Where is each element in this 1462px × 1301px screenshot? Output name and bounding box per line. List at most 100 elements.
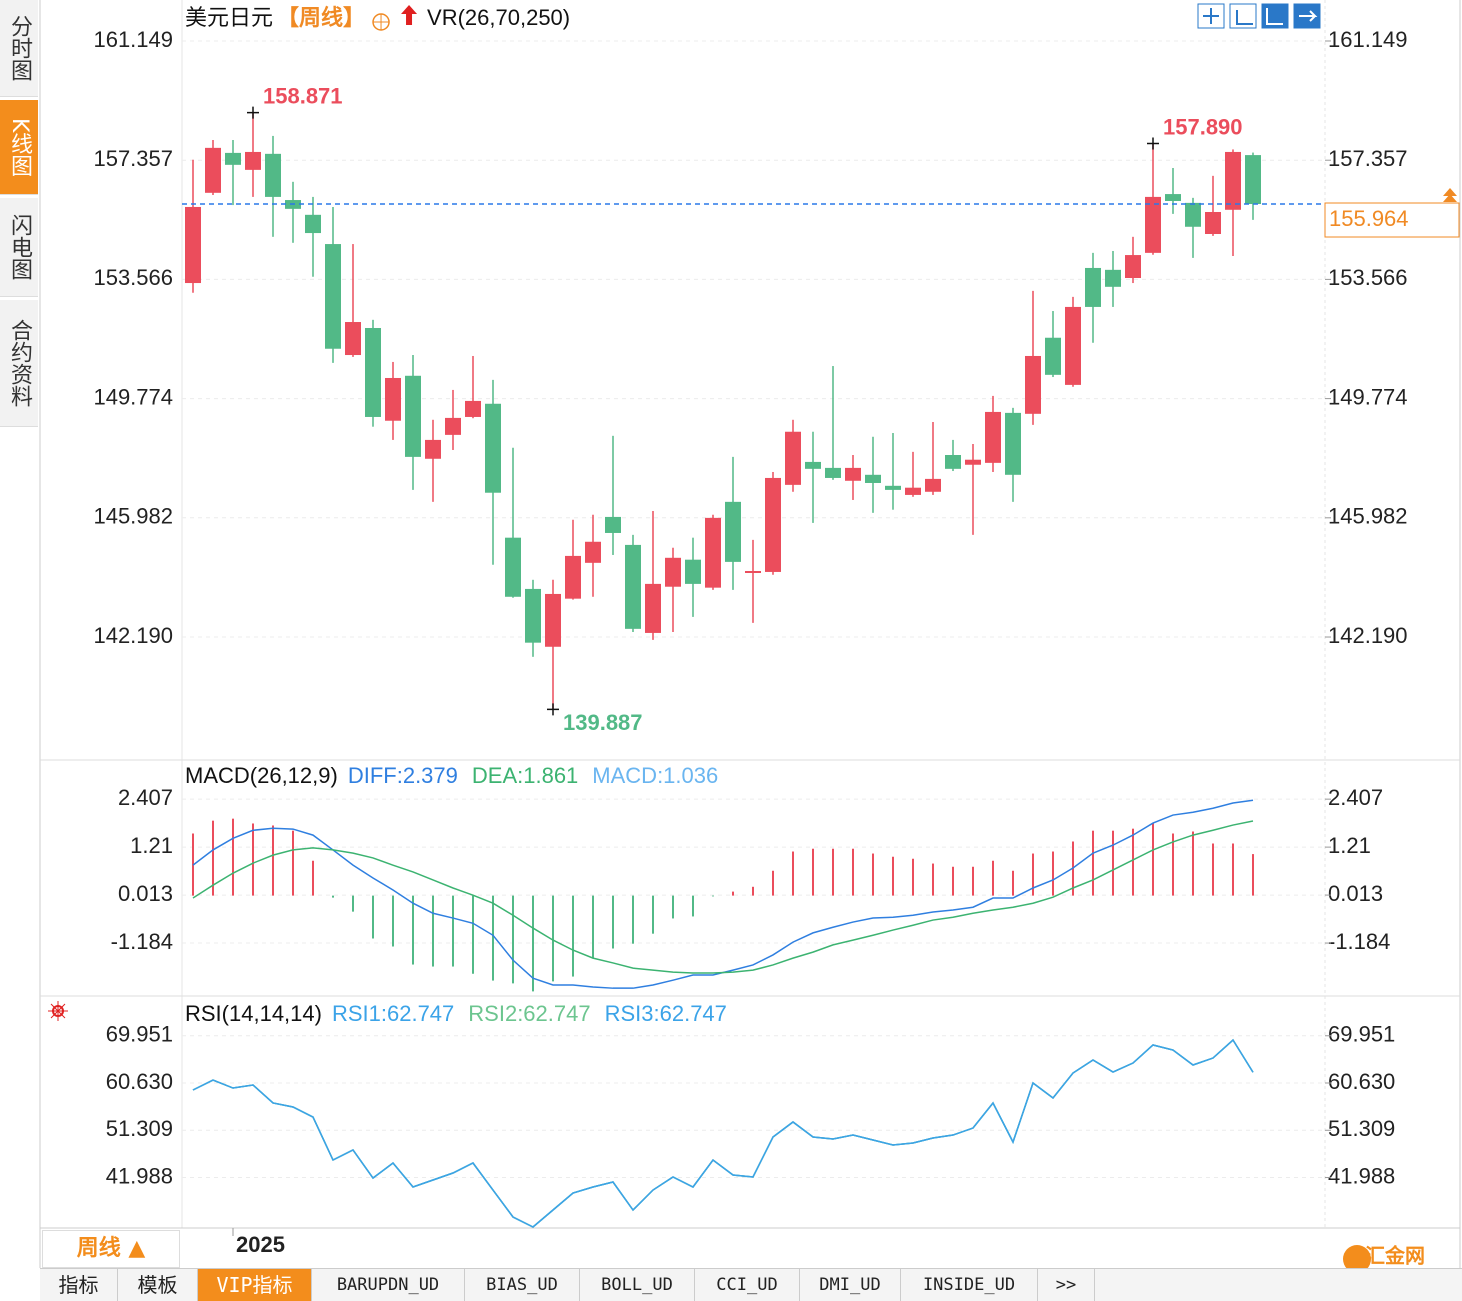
candle-body: [505, 537, 521, 597]
candle-body: [185, 206, 201, 284]
candle-body: [865, 474, 881, 483]
legend-text: MACD:1.036: [592, 763, 718, 788]
legend-text: 【周线】: [277, 5, 365, 30]
candle-body: [305, 214, 321, 234]
tab[interactable]: BARUPDN_UD: [312, 1269, 465, 1301]
extreme-label: 157.890: [1163, 114, 1243, 139]
tab[interactable]: INSIDE_UD: [901, 1269, 1038, 1301]
y-tick-label: 157.357: [93, 146, 173, 171]
y-tick-label: 2.407: [118, 785, 173, 810]
candle-body: [1225, 151, 1241, 210]
y-tick-label: 153.566: [1328, 265, 1408, 290]
side-tab[interactable]: K线图: [0, 100, 38, 195]
candle-body: [1125, 255, 1141, 279]
y-tick-label: 0.013: [118, 881, 173, 906]
y-tick-label: 41.988: [106, 1163, 173, 1188]
candle-body: [385, 377, 401, 421]
tab[interactable]: BIAS_UD: [465, 1269, 580, 1301]
candle-body: [1185, 202, 1201, 227]
candle-body: [1085, 267, 1101, 307]
candle-body: [325, 244, 341, 349]
tab[interactable]: 模板: [118, 1269, 198, 1301]
candle-body: [945, 454, 961, 469]
candle-body: [565, 555, 581, 599]
y-tick-label: 161.149: [93, 27, 173, 52]
candle-body: [345, 322, 361, 356]
y-tick-label: 51.309: [1328, 1116, 1395, 1141]
last-price-box: [1324, 202, 1460, 238]
rsi-line: [192, 1038, 1254, 1228]
legend-text: DEA:1.861: [472, 763, 578, 788]
candle-body: [405, 375, 421, 457]
legend-text: RSI1:62.747: [332, 1001, 454, 1026]
y-tick-label: -1.184: [1328, 929, 1390, 954]
candle-body: [645, 583, 661, 633]
legend-text: 美元日元: [185, 5, 273, 30]
candle-body: [665, 557, 681, 587]
extreme-marker: [247, 106, 259, 119]
legend-text: MACD(26,12,9): [185, 763, 338, 788]
y-tick-label: 1.21: [1328, 833, 1371, 858]
y-tick-label: 2.407: [1328, 785, 1383, 810]
candle-body: [825, 467, 841, 478]
macd-line: [192, 820, 1254, 974]
y-tick-label: 142.190: [1328, 623, 1408, 648]
y-tick-label: 153.566: [93, 265, 173, 290]
candle-body: [925, 478, 941, 492]
y-tick-label: 0.013: [1328, 881, 1383, 906]
last-price-arrow: [1443, 188, 1457, 203]
icon: [373, 14, 390, 30]
candle-body: [265, 153, 281, 197]
side-tab[interactable]: 闪电图: [0, 198, 38, 297]
tool-icons: [1203, 8, 1253, 25]
candle-body: [225, 152, 241, 165]
candle-body: [985, 411, 1001, 463]
candle-body: [465, 400, 481, 417]
candle-body: [1025, 355, 1041, 414]
candle-body: [1045, 337, 1061, 375]
y-tick-label: 60.630: [1328, 1069, 1395, 1094]
candle-body: [525, 588, 541, 643]
y-tick-label: 51.309: [106, 1116, 173, 1141]
watermark: 汇金网: [1365, 1243, 1425, 1267]
tab[interactable]: VIP指标: [198, 1269, 312, 1301]
side-tab[interactable]: 合约资料: [0, 300, 38, 427]
y-tick-label: 69.951: [106, 1022, 173, 1047]
icon: [401, 5, 418, 25]
legend-text: DIFF:2.379: [348, 763, 458, 788]
y-tick-label: 142.190: [93, 623, 173, 648]
watermark-logo: [1343, 1245, 1371, 1273]
y-tick-label: 145.982: [1328, 504, 1408, 529]
candle-body: [1165, 194, 1181, 201]
extreme-marker: [547, 703, 559, 716]
bottom-tabs: 指标 模板 VIP指标 BARUPDN_UD BIAS_UD BOLL_UD C…: [40, 1268, 1462, 1301]
tab[interactable]: 指标: [40, 1269, 118, 1301]
tab[interactable]: >>: [1038, 1269, 1095, 1301]
y-tick-label: 41.988: [1328, 1163, 1395, 1188]
extreme-label: 158.871: [263, 83, 343, 108]
tab[interactable]: BOLL_UD: [580, 1269, 695, 1301]
candle-body: [1005, 412, 1021, 475]
candle-body: [965, 459, 981, 465]
candle-body: [905, 487, 921, 495]
y-tick-label: 157.357: [1328, 146, 1408, 171]
y-tick-label: 69.951: [1328, 1022, 1395, 1047]
candle-body: [625, 544, 641, 629]
side-tab[interactable]: 分时图: [0, 0, 38, 97]
tab[interactable]: CCI_UD: [695, 1269, 800, 1301]
y-tick-label: 145.982: [93, 504, 173, 529]
toolbar: [1197, 3, 1321, 29]
candle-body: [585, 541, 601, 563]
candle-body: [1105, 269, 1121, 287]
rsi-icon: [48, 1001, 68, 1021]
rsi-line: [192, 1038, 1254, 1228]
legend-text: VR(26,70,250): [427, 5, 570, 30]
y-tick-label: 149.774: [1328, 384, 1408, 409]
period-button[interactable]: 周线 ▲: [42, 1230, 180, 1268]
tab[interactable]: DMI_UD: [800, 1269, 901, 1301]
candle-body: [1205, 211, 1221, 234]
candle-body: [845, 467, 861, 481]
candle-body: [1065, 306, 1081, 385]
